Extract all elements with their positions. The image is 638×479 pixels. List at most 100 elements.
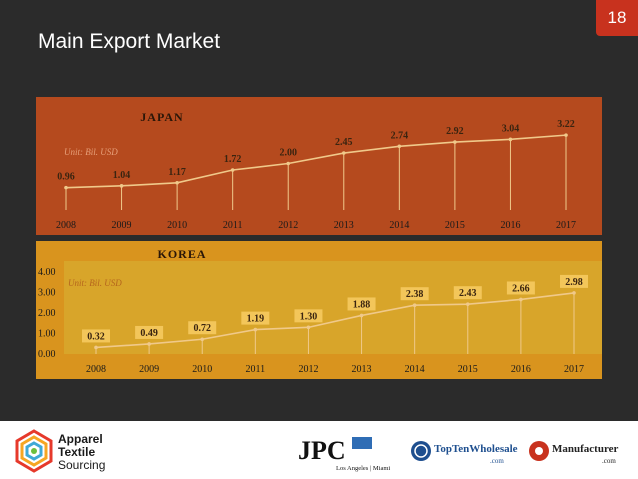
x-tick-label: 2012 [298, 364, 318, 375]
x-tick-label: 2009 [139, 364, 159, 375]
x-tick-label: 2011 [246, 364, 266, 375]
data-point [465, 302, 470, 306]
unit-annotation: Unit: Bil. USD [64, 147, 118, 157]
x-tick-label: 2008 [86, 364, 106, 375]
x-tick-label: 2017 [556, 220, 576, 231]
data-label: 2.38 [406, 289, 424, 300]
data-label: 2.98 [565, 277, 583, 288]
chart-title: KOREA [157, 247, 206, 261]
data-point [200, 337, 205, 342]
data-label: 2.45 [335, 137, 353, 148]
y-tick-label: 4.00 [38, 267, 56, 278]
apparel-logo-word-2: Textile [58, 445, 95, 459]
data-point [397, 144, 402, 149]
data-label-box [294, 309, 323, 323]
data-label: 3.22 [557, 119, 575, 130]
x-tick-label: 2014 [389, 220, 409, 231]
data-label-box [400, 287, 429, 301]
chart-background [36, 97, 602, 235]
x-tick-label: 2010 [167, 220, 187, 231]
x-tick-label: 2015 [458, 364, 478, 375]
x-tick-label: 2015 [445, 220, 465, 231]
manufacturer-logo-main: Manufacturer [552, 443, 619, 455]
topten-globe-icon [411, 441, 431, 461]
topten-wholesale-logo: TopTenWholesale .com [411, 441, 518, 465]
data-point [412, 303, 417, 308]
korea-chart-svg: KOREA Unit: Bil. USD 0.00 1.00 2.00 3.00 4.00 0… [36, 241, 602, 379]
data-label: 2.92 [446, 126, 464, 137]
data-point [253, 327, 258, 332]
jpc-logo: JPC Los Angeles | Miami [298, 436, 390, 472]
x-tick-label: 2011 [223, 220, 243, 231]
jpc-logo-badge [352, 437, 372, 449]
data-point [359, 313, 364, 318]
x-tick-label: 2012 [278, 220, 298, 231]
data-label-box [82, 329, 110, 343]
slide-title: Main Export Market [38, 30, 221, 53]
x-tick-label: 2014 [405, 364, 425, 375]
unit-annotation: Unit: Bil. USD [68, 278, 122, 288]
y-tick-label: 2.00 [38, 308, 56, 319]
data-label: 2.74 [391, 130, 409, 141]
data-label: 1.04 [113, 170, 131, 181]
data-label-box [347, 297, 376, 311]
apparel-hexagon-icon [15, 429, 53, 473]
data-point [286, 161, 291, 166]
korea-chart: KOREA Unit: Bil. USD 0.00 1.00 2.00 3.00 4.00 0… [36, 241, 602, 379]
apparel-logo-word-1: Apparel [58, 432, 103, 446]
japan-chart-svg: JAPAN Unit: Bil. USD 0.96 1.04 1.17 1.72 2.00 2… [36, 97, 602, 235]
footer-logo-bar: Apparel Textile Sourcing JPC Los Angeles… [0, 421, 638, 479]
data-point [147, 342, 151, 346]
manufacturer-logo: Manufacturer .com [529, 441, 619, 465]
y-tick-label: 0.00 [38, 349, 56, 360]
data-label-box [506, 281, 535, 295]
x-tick-label: 2010 [192, 364, 212, 375]
data-label: 1.88 [353, 299, 371, 310]
jpc-logo-sub: Los Angeles | Miami [336, 465, 390, 472]
data-point [306, 325, 311, 330]
x-tick-label: 2017 [564, 364, 584, 375]
data-label: 0.72 [193, 323, 211, 334]
data-label: 2.66 [512, 283, 530, 294]
chart-title: JAPAN [140, 110, 183, 124]
data-point [175, 180, 179, 185]
topten-logo-sub: .com [490, 457, 504, 465]
data-label: 1.30 [300, 311, 318, 322]
data-point [94, 345, 98, 350]
data-point [508, 137, 513, 142]
data-label: 2.43 [459, 288, 477, 299]
data-point [119, 184, 124, 188]
series-line [95, 292, 575, 349]
data-label-box [453, 286, 482, 300]
data-label: 1.17 [168, 167, 186, 178]
x-tick-label: 2008 [56, 220, 76, 231]
x-tick-label: 2016 [511, 364, 531, 375]
x-tick-label: 2013 [352, 364, 372, 375]
data-label-box [135, 325, 164, 339]
manufacturer-logo-sub: .com [602, 457, 616, 465]
data-label: 0.32 [87, 331, 105, 342]
data-label: 1.72 [224, 154, 242, 165]
apparel-textile-sourcing-logo: Apparel Textile Sourcing [15, 429, 105, 473]
x-tick-label: 2013 [334, 220, 354, 231]
y-tick-label: 3.00 [38, 288, 56, 299]
data-label: 0.96 [57, 172, 75, 183]
data-label-box [188, 321, 217, 335]
apparel-logo-word-3: Sourcing [58, 458, 105, 472]
series-line [65, 134, 567, 189]
y-tick-label: 1.00 [38, 329, 56, 340]
data-label: 3.04 [502, 123, 520, 134]
data-label: 0.49 [140, 328, 158, 339]
data-point [564, 133, 568, 137]
data-point [230, 168, 235, 172]
topten-logo-main: TopTenWholesale [434, 443, 518, 455]
data-label-box [560, 274, 588, 288]
data-label: 2.00 [279, 148, 297, 159]
data-label: 1.19 [247, 314, 264, 325]
data-point [453, 140, 457, 144]
japan-chart: JAPAN Unit: Bil. USD 0.96 1.04 1.17 1.72 2.00 2… [36, 97, 602, 235]
data-point [519, 297, 523, 302]
slide-number-badge: 18 [596, 0, 638, 36]
data-point [572, 291, 576, 295]
x-tick-label: 2016 [500, 220, 520, 231]
